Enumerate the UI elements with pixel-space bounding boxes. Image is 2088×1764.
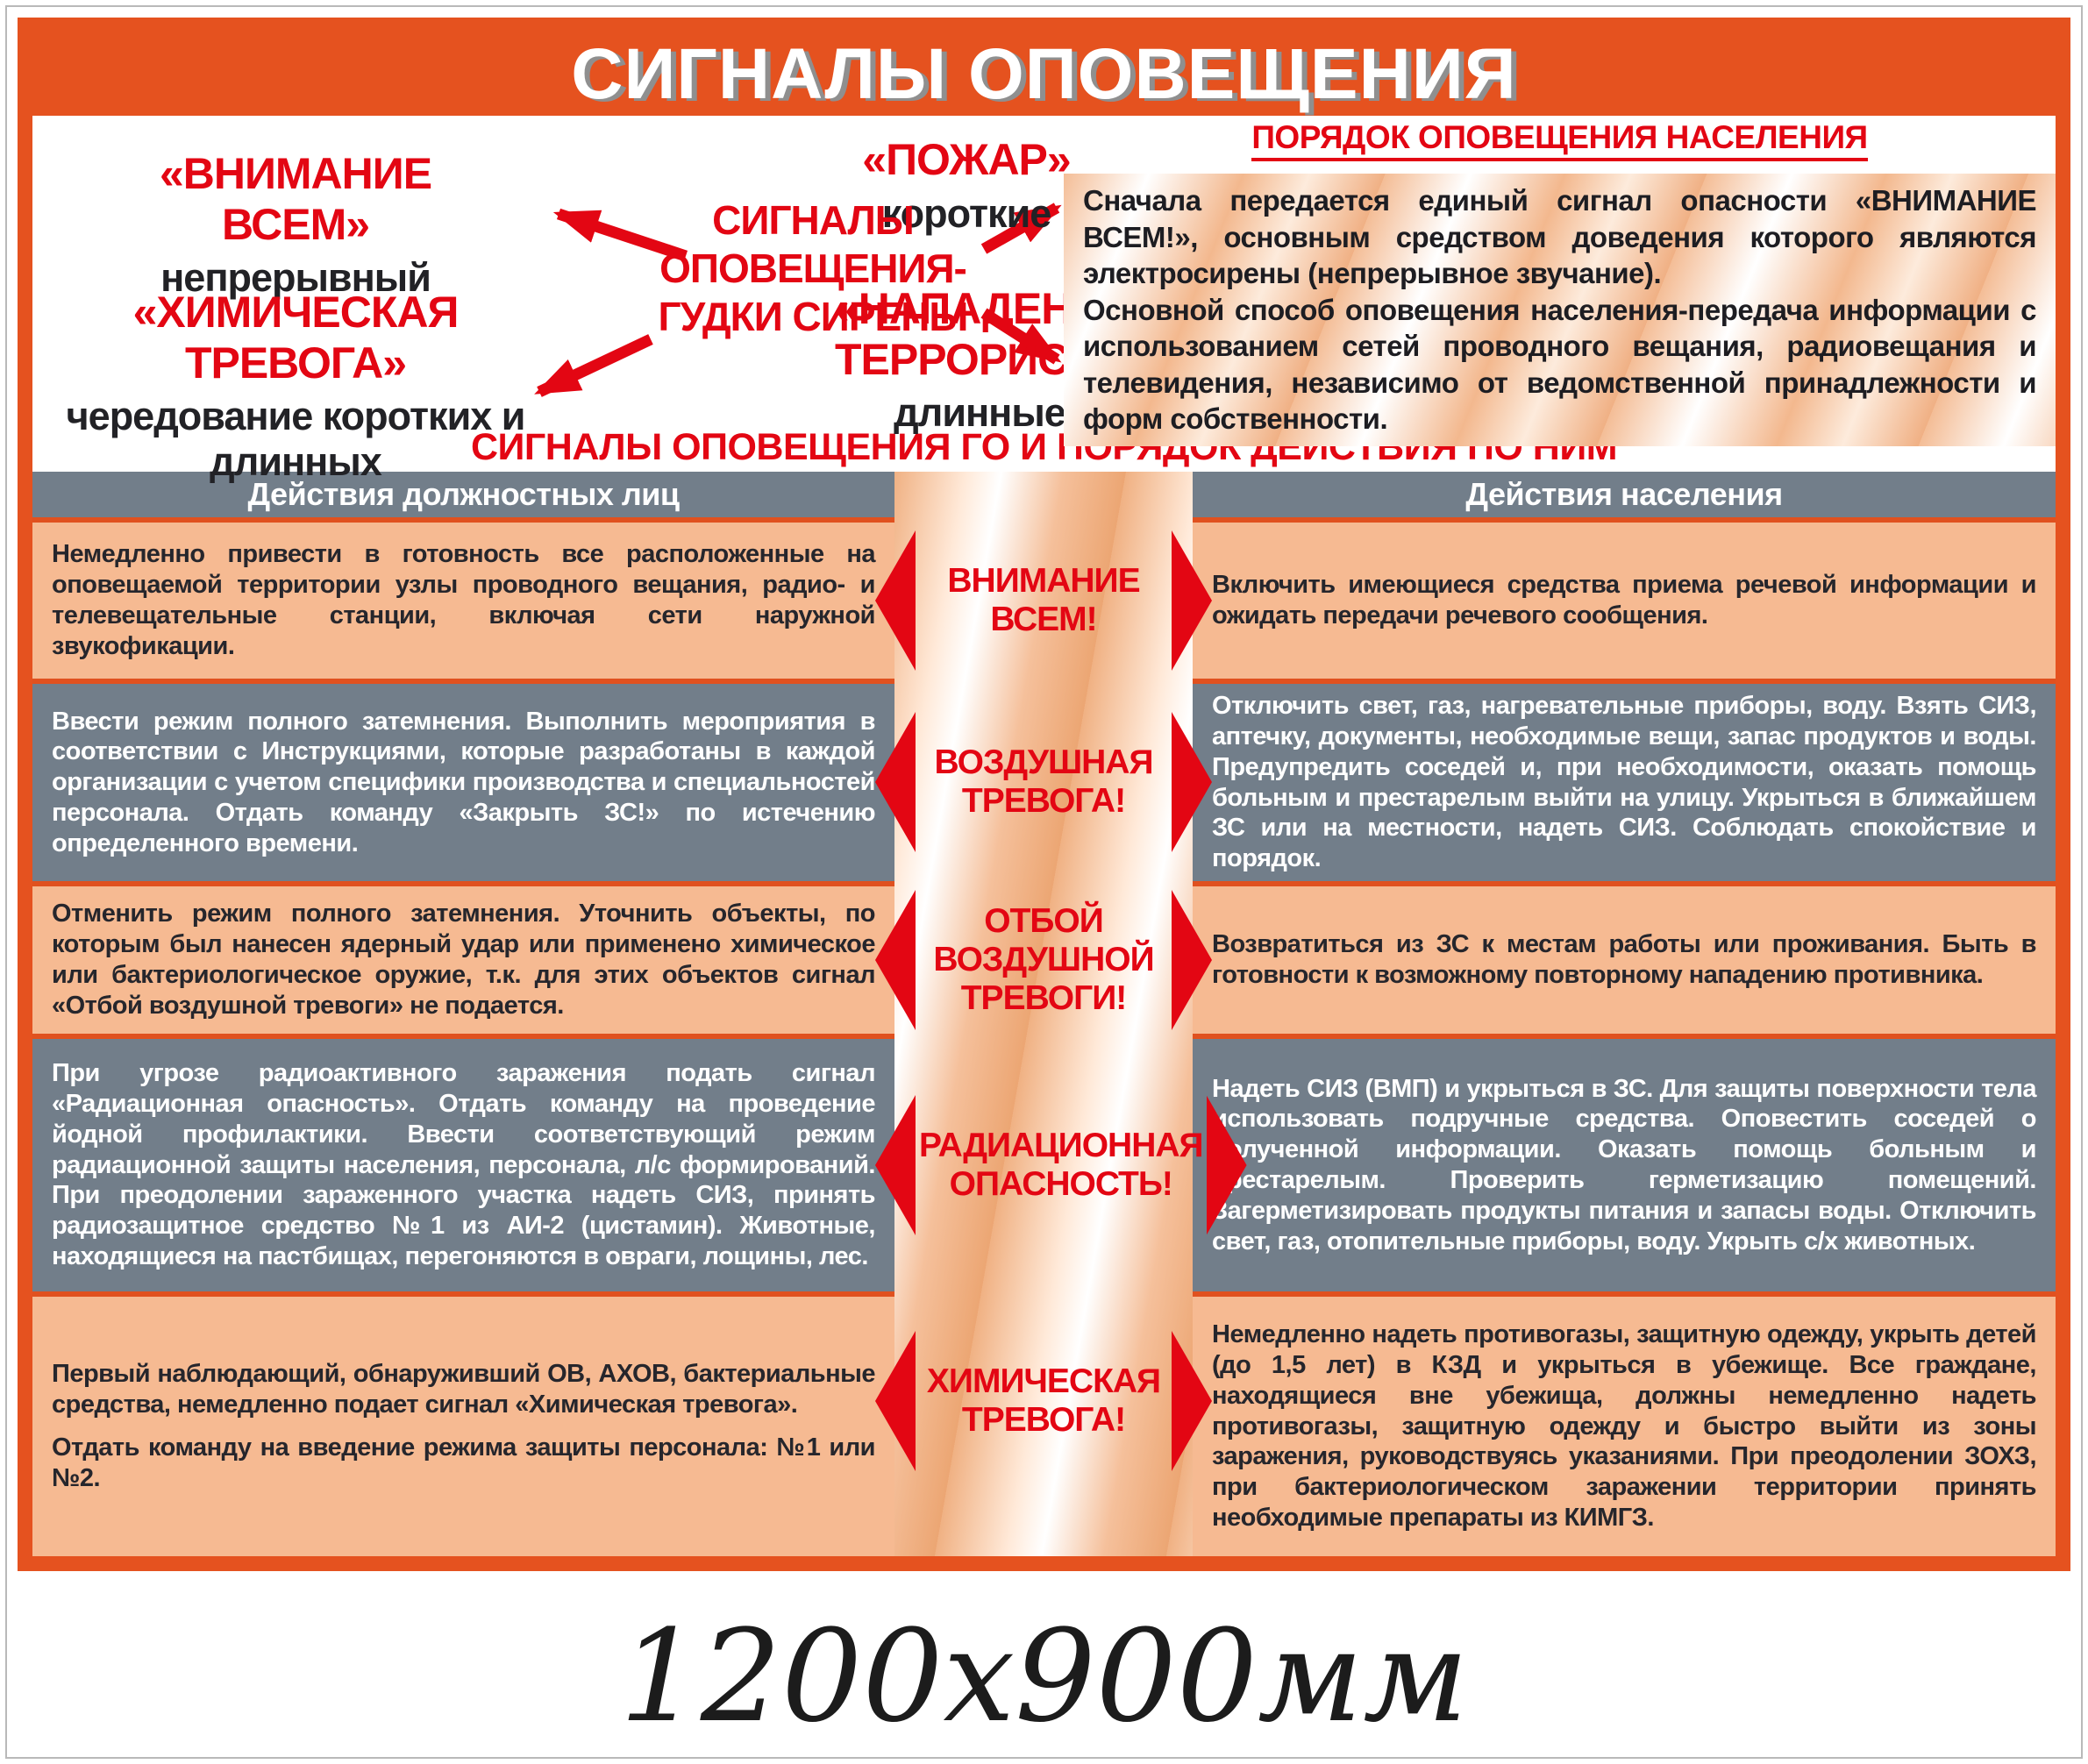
top-section: «ВНИМАНИЕ ВСЕМ» непрерывный «ХИМИЧЕСКАЯ … — [32, 116, 2056, 484]
cell-text: Надеть СИЗ (ВМП) и укрыться в ЗС. Для за… — [1212, 1074, 2037, 1255]
officials-cell-air-raid: Ввести режим полного затемнения. Выполни… — [32, 684, 894, 881]
cell-text: Первый наблюдающий, обнаруживший ОВ, АХО… — [52, 1360, 876, 1419]
left-arrow-icon — [875, 712, 916, 852]
signal-strip: ВНИМАНИЕ ВСЕМ! ВОЗДУШНАЯ ТРЕВОГА! ОТБОЙ … — [875, 472, 1247, 1556]
signal-chemical-alarm-type: чередование коротких и длинных — [66, 394, 526, 484]
size-caption: 1200x900мм — [619, 1602, 1469, 1751]
poster-title-band: СИГНАЛЫ ОПОВЕЩЕНИЯ — [32, 32, 2056, 116]
signal-terrorist-attack-type: длинные — [894, 390, 1066, 435]
cell-text: Немедленно надеть противогазы, защитную … — [1212, 1320, 2037, 1532]
civil-defense-poster: СИГНАЛЫ ОПОВЕЩЕНИЯ — [18, 18, 2070, 1571]
cell-text: При угрозе радиоактивного заражения пода… — [52, 1059, 876, 1270]
signal-row-all-clear: ОТБОЙ ВОЗДУШНОЙ ТРЕВОГИ! — [875, 890, 1212, 1030]
signal-label: ХИМИЧЕСКАЯ ТРЕВОГА! — [926, 1362, 1161, 1439]
signal-label: РАДИАЦИОННАЯ ОПАСНОСТЬ! — [919, 1127, 1204, 1203]
notify-order-paragraph: Сначала передается единый сигнал опаснос… — [1083, 184, 2037, 290]
cell-text: Немедленно привести в готовность все рас… — [52, 540, 876, 660]
officials-cell-attention: Немедленно привести в готовность все рас… — [32, 523, 894, 679]
diagram-arrows — [534, 203, 1062, 397]
population-cell-radiation: Надеть СИЗ (ВМП) и укрыться в ЗС. Для за… — [1193, 1039, 2056, 1291]
right-arrow-icon — [1172, 530, 1212, 671]
signal-attention-all: «ВНИМАНИЕ ВСЕМ» непрерывный — [81, 149, 510, 301]
arrow-to-terror-icon — [980, 308, 1062, 365]
signals-table: Действия должностных лиц Действия населе… — [32, 472, 2056, 1556]
siren-signals-diagram: «ВНИМАНИЕ ВСЕМ» непрерывный «ХИМИЧЕСКАЯ … — [32, 116, 1181, 484]
left-arrow-icon — [875, 530, 916, 671]
signal-row-chemical: ХИМИЧЕСКАЯ ТРЕВОГА! — [875, 1331, 1212, 1471]
signal-attention-all-type: непрерывный — [160, 255, 431, 300]
notify-order-title: ПОРЯДОК ОПОВЕЩЕНИЯ НАСЕЛЕНИЯ — [1251, 119, 1868, 161]
left-arrow-icon — [875, 1331, 916, 1471]
signal-fire-name: «ПОЖАР» — [862, 135, 1071, 184]
poster-title: СИГНАЛЫ ОПОВЕЩЕНИЯ — [571, 33, 1517, 114]
outer-frame — [5, 5, 2083, 1759]
arrow-to-chemical-icon — [534, 334, 653, 397]
signal-fire: «ПОЖАР» короткие — [848, 135, 1085, 236]
cell-text: Включить имеющиеся средства приема речев… — [1212, 571, 2037, 629]
population-cell-attention: Включить имеющиеся средства приема речев… — [1193, 523, 2056, 679]
signal-chemical-alarm: «ХИМИЧЕСКАЯ ТРЕВОГА» чередование коротки… — [32, 288, 559, 485]
population-cell-chemical: Немедленно надеть противогазы, защитную … — [1193, 1297, 2056, 1556]
notify-order-title-wrap: ПОРЯДОК ОПОВЕЩЕНИЯ НАСЕЛЕНИЯ — [1064, 119, 2056, 161]
signal-fire-type: короткие — [881, 190, 1052, 236]
notify-order-box: Сначала передается единый сигнал опаснос… — [1064, 174, 2056, 447]
officials-cell-radiation: При угрозе радиоактивного заражения пода… — [32, 1039, 894, 1291]
cell-text: Возвратиться из ЗС к местам работы или п… — [1212, 930, 2037, 989]
right-arrow-icon — [1172, 890, 1212, 1030]
population-cell-air-raid: Отключить свет, газ, нагревательные приб… — [1193, 684, 2056, 881]
signal-attention-all-name: «ВНИМАНИЕ ВСЕМ» — [159, 149, 432, 249]
right-arrow-icon — [1172, 1331, 1212, 1471]
signal-label: ВНИМАНИЕ ВСЕМ! — [947, 562, 1140, 638]
notify-order-paragraph: Основной способ оповещения населения-пер… — [1083, 293, 2037, 436]
column-header-officials-label: Действия должностных лиц — [247, 476, 680, 512]
signal-label: ОТБОЙ ВОЗДУШНОЙ ТРЕВОГИ! — [933, 902, 1154, 1017]
column-header-officials: Действия должностных лиц — [32, 472, 894, 517]
notify-order-panel: ПОРЯДОК ОПОВЕЩЕНИЯ НАСЕЛЕНИЯ Сначала пер… — [1058, 116, 2056, 447]
poster-body: СИГНАЛЫ ОПОВЕЩЕНИЯ — [32, 32, 2056, 1556]
arrow-to-fire-icon — [980, 203, 1062, 254]
cell-text: Отменить режим полного затемнения. Уточн… — [52, 900, 876, 1020]
cell-text: Отключить свет, газ, нагревательные приб… — [1212, 692, 2037, 873]
left-arrow-icon — [875, 890, 916, 1030]
arrow-to-attention-icon — [552, 208, 688, 262]
signal-chemical-alarm-name: «ХИМИЧЕСКАЯ ТРЕВОГА» — [132, 288, 460, 388]
right-arrow-icon — [1172, 712, 1212, 852]
signal-row-radiation: РАДИАЦИОННАЯ ОПАСНОСТЬ! — [875, 1095, 1247, 1235]
signal-row-air-raid: ВОЗДУШНАЯ ТРЕВОГА! — [875, 712, 1212, 852]
population-cell-all-clear: Возвратиться из ЗС к местам работы или п… — [1193, 886, 2056, 1034]
cell-text: Ввести режим полного затемнения. Выполни… — [52, 707, 876, 857]
left-arrow-icon — [875, 1095, 916, 1235]
signal-row-attention: ВНИМАНИЕ ВСЕМ! — [875, 530, 1212, 671]
officials-cell-all-clear: Отменить режим полного затемнения. Уточн… — [32, 886, 894, 1034]
cell-text: Отдать команду на введение режима защиты… — [52, 1433, 876, 1492]
column-header-population-label: Действия населения — [1465, 476, 1783, 512]
diagram-center-label: СИГНАЛЫ ОПОВЕЩЕНИЯ- ГУДКИ СИРЕНЫ — [658, 197, 969, 340]
signal-label: ВОЗДУШНАЯ ТРЕВОГА! — [934, 743, 1153, 820]
column-header-population: Действия населения — [1193, 472, 2056, 517]
officials-cell-chemical: Первый наблюдающий, обнаруживший ОВ, АХО… — [32, 1297, 894, 1556]
